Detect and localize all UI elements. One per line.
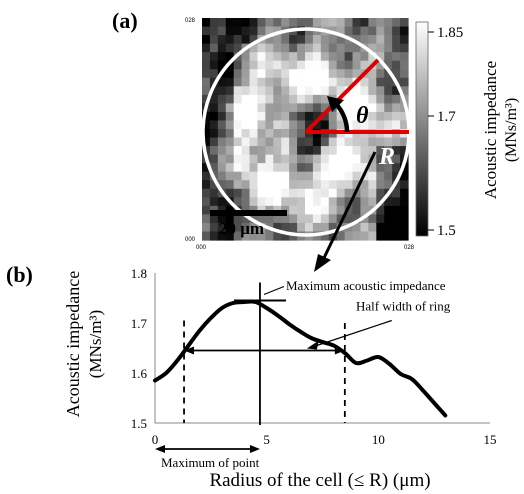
impedance-profile-line [153,299,448,418]
corner-label-bottom-left-bottom: 000 [196,245,207,251]
panel-b-label: (b) [6,262,33,287]
half-width-leader [316,319,392,347]
colorbar-tick-max: 1.85 [437,25,463,41]
radius-label: R [378,144,395,170]
image-pixels [202,18,409,241]
acoustic-image: θ R 20 μm [201,18,411,241]
panel-a-label: (a) [112,8,138,33]
y-tick-label: 1.5 [131,416,147,431]
scale-bar-label: 20 μm [219,219,264,238]
colorbar [415,21,429,237]
connector-arrow-line [321,151,377,261]
theta-arrow-head [327,96,344,112]
y-axis-title-line1: Acoustic impedance [63,271,83,417]
x-axis-title: Radius of the cell (≤ R) (μm) [209,470,430,491]
colorbar-label-line1: Acoustic impedance [481,61,500,199]
colorbar-tick-min: 1.5 [437,223,456,239]
y-tick-label: 1.8 [131,266,147,281]
colorbar-tick-mid: 1.7 [437,109,456,125]
x-tick-label: 15 [484,432,497,447]
half-width-arrow-head-left [184,346,195,355]
half-width-annotation: Half width of ring [356,299,451,314]
max-point-arrow-head-right [249,445,260,453]
half-width-arrow-head-right [334,346,345,355]
theta-label: θ [356,103,369,129]
y-axis-title-line2: (MNs/m³) [86,310,105,378]
x-tick-label: 0 [152,432,159,447]
connector-arrow-head [314,254,331,272]
max-point-annotation: Maximum of point [161,455,260,470]
x-tick-label: 10 [372,432,385,447]
chart-plot-area: 1.8 1.7 1.6 1.5 0 5 10 15 Maximum acoustic imped… [131,266,497,470]
max-impedance-annotation: Maximum acoustic impedance [286,278,446,293]
y-tick-label: 1.7 [131,316,148,331]
corner-label-bottom-left-top: 000 [185,237,196,243]
radius-line-angled [304,58,380,134]
half-width-leader-head [306,340,319,350]
colorbar-label-line2: (MNs/m³) [503,98,520,162]
y-tick-label: 1.6 [131,366,148,381]
colorbar-ticks [428,31,434,231]
x-tick-label: 5 [263,432,270,447]
corner-label-bottom-right: 028 [404,245,415,251]
max-impedance-leader [263,285,285,296]
scale-bar [210,210,287,216]
corner-label-top-left: 028 [185,18,196,24]
max-point-arrow-head-left [155,445,165,453]
